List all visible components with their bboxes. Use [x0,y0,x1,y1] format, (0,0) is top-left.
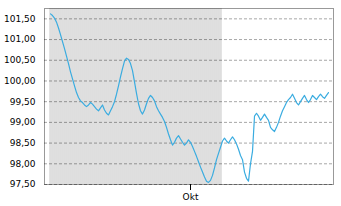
svg-text:Okt: Okt [183,192,199,202]
svg-text:97,50: 97,50 [10,179,36,189]
svg-text:100,00: 100,00 [4,76,36,86]
svg-text:101,00: 101,00 [4,34,36,44]
svg-text:101,50: 101,50 [4,14,36,24]
svg-text:100,50: 100,50 [4,55,36,65]
svg-text:99,00: 99,00 [10,117,36,127]
svg-text:98,50: 98,50 [10,138,36,148]
svg-text:99,50: 99,50 [10,97,36,107]
svg-text:98,00: 98,00 [10,159,36,169]
